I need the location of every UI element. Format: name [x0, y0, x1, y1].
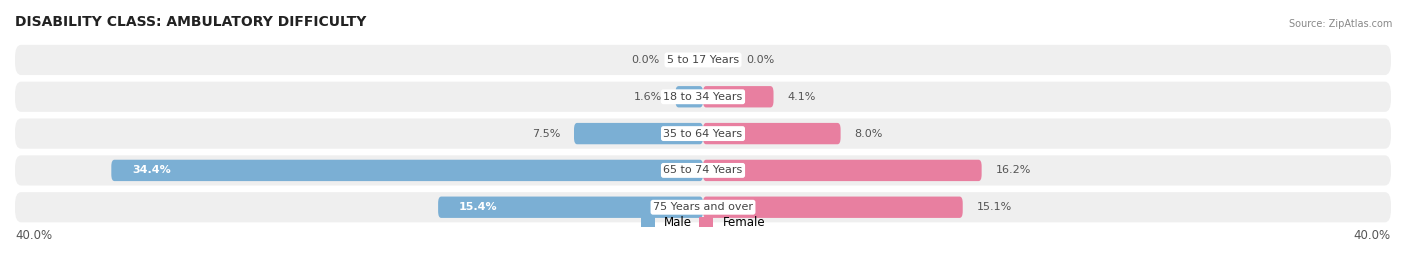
Text: 16.2%: 16.2%	[995, 165, 1031, 176]
FancyBboxPatch shape	[439, 196, 703, 218]
Text: 35 to 64 Years: 35 to 64 Years	[664, 129, 742, 139]
FancyBboxPatch shape	[111, 160, 703, 181]
Text: 40.0%: 40.0%	[1354, 229, 1391, 242]
Text: 7.5%: 7.5%	[531, 129, 560, 139]
Text: 1.6%: 1.6%	[634, 92, 662, 102]
Text: 34.4%: 34.4%	[132, 165, 170, 176]
Text: 4.1%: 4.1%	[787, 92, 815, 102]
Text: 15.4%: 15.4%	[458, 202, 498, 212]
FancyBboxPatch shape	[675, 86, 703, 107]
Text: Source: ZipAtlas.com: Source: ZipAtlas.com	[1288, 19, 1392, 29]
FancyBboxPatch shape	[15, 45, 1391, 75]
FancyBboxPatch shape	[15, 155, 1391, 185]
Text: 0.0%: 0.0%	[631, 55, 659, 65]
FancyBboxPatch shape	[703, 196, 963, 218]
FancyBboxPatch shape	[15, 192, 1391, 222]
Text: 75 Years and over: 75 Years and over	[652, 202, 754, 212]
FancyBboxPatch shape	[703, 160, 981, 181]
Text: DISABILITY CLASS: AMBULATORY DIFFICULTY: DISABILITY CLASS: AMBULATORY DIFFICULTY	[15, 15, 367, 29]
Text: 40.0%: 40.0%	[15, 229, 52, 242]
Text: 8.0%: 8.0%	[855, 129, 883, 139]
FancyBboxPatch shape	[703, 86, 773, 107]
FancyBboxPatch shape	[15, 82, 1391, 112]
FancyBboxPatch shape	[15, 118, 1391, 149]
Text: 18 to 34 Years: 18 to 34 Years	[664, 92, 742, 102]
Legend: Male, Female: Male, Female	[636, 211, 770, 234]
Text: 65 to 74 Years: 65 to 74 Years	[664, 165, 742, 176]
FancyBboxPatch shape	[703, 123, 841, 144]
Text: 15.1%: 15.1%	[977, 202, 1012, 212]
Text: 0.0%: 0.0%	[747, 55, 775, 65]
FancyBboxPatch shape	[574, 123, 703, 144]
Text: 5 to 17 Years: 5 to 17 Years	[666, 55, 740, 65]
